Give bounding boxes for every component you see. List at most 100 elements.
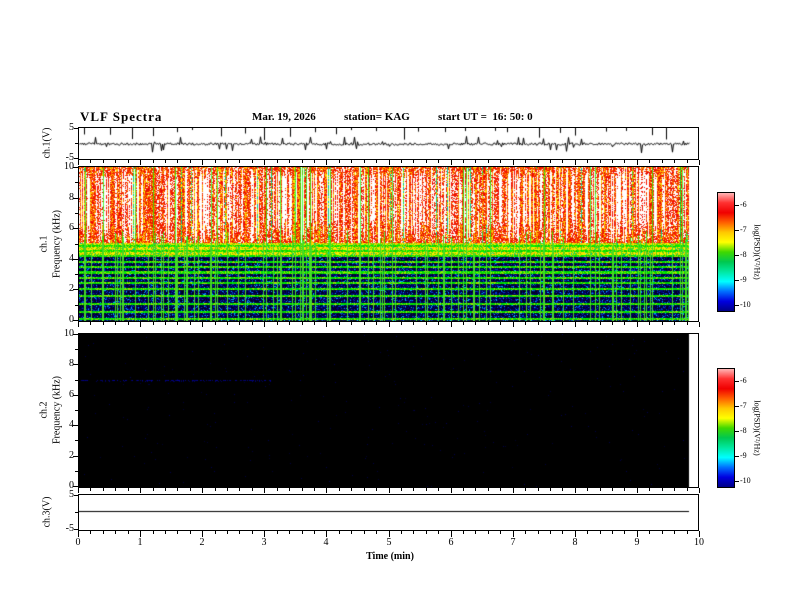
ch1-spec-channel-label: ch.1 bbox=[38, 235, 50, 253]
ch1-spectrogram-panel bbox=[78, 166, 699, 322]
tick-mark bbox=[538, 488, 539, 491]
volt-tick-label: 5 bbox=[69, 122, 74, 133]
tick-mark bbox=[575, 160, 576, 165]
tick-mark bbox=[140, 531, 141, 537]
freq-tick-label: 10 bbox=[64, 328, 74, 339]
tick-mark bbox=[389, 160, 390, 165]
tick-mark bbox=[389, 531, 390, 537]
tick-mark bbox=[239, 160, 240, 163]
tick-mark bbox=[302, 531, 303, 534]
freq-tick-label: 6 bbox=[69, 222, 74, 233]
tick-mark bbox=[351, 531, 352, 534]
tick-mark bbox=[277, 531, 278, 534]
tick-mark bbox=[637, 531, 638, 537]
tick-mark bbox=[202, 488, 203, 493]
freq-tick-label: 10 bbox=[64, 161, 74, 172]
tick-mark bbox=[289, 322, 290, 325]
tick-mark bbox=[649, 531, 650, 534]
tick-mark bbox=[215, 160, 216, 163]
tick-mark bbox=[475, 160, 476, 163]
tick-mark bbox=[115, 531, 116, 534]
tick-mark bbox=[637, 160, 638, 165]
tick-mark bbox=[227, 488, 228, 491]
tick-mark bbox=[115, 488, 116, 491]
tick-mark bbox=[413, 160, 414, 163]
tick-mark bbox=[513, 488, 514, 493]
tick-mark bbox=[78, 488, 79, 493]
tick-mark bbox=[302, 488, 303, 491]
colorbar-tick-label: -10 bbox=[740, 476, 751, 485]
tick-mark bbox=[500, 488, 501, 491]
tick-mark bbox=[73, 198, 78, 199]
tick-mark bbox=[73, 259, 78, 260]
tick-mark bbox=[314, 488, 315, 491]
tick-mark bbox=[74, 495, 78, 496]
tick-mark bbox=[500, 160, 501, 163]
tick-mark bbox=[624, 160, 625, 163]
tick-mark bbox=[289, 488, 290, 491]
tick-mark bbox=[735, 255, 739, 256]
tick-mark bbox=[413, 531, 414, 534]
tick-mark bbox=[735, 406, 739, 407]
ch1-waveform-panel bbox=[78, 127, 699, 160]
tick-mark bbox=[239, 488, 240, 491]
tick-mark bbox=[339, 531, 340, 534]
tick-mark bbox=[735, 481, 739, 482]
tick-mark bbox=[637, 488, 638, 493]
tick-mark bbox=[624, 488, 625, 491]
tick-mark bbox=[239, 531, 240, 534]
tick-mark bbox=[587, 531, 588, 534]
tick-mark bbox=[277, 160, 278, 163]
tick-mark bbox=[177, 531, 178, 534]
time-tick-label: 1 bbox=[137, 537, 143, 548]
tick-mark bbox=[74, 128, 78, 129]
time-tick-label: 8 bbox=[572, 537, 578, 548]
tick-mark bbox=[687, 531, 688, 534]
colorbar-tick-label: -8 bbox=[740, 426, 747, 435]
tick-mark bbox=[612, 531, 613, 534]
tick-mark bbox=[75, 244, 78, 245]
tick-mark bbox=[177, 160, 178, 163]
tick-mark bbox=[264, 322, 265, 327]
time-tick-label: 4 bbox=[323, 537, 329, 548]
tick-mark bbox=[73, 395, 78, 396]
tick-mark bbox=[103, 488, 104, 491]
tick-mark bbox=[115, 160, 116, 163]
tick-mark bbox=[227, 531, 228, 534]
tick-mark bbox=[649, 322, 650, 325]
tick-mark bbox=[74, 529, 78, 530]
tick-mark bbox=[612, 322, 613, 325]
tick-mark bbox=[73, 167, 78, 168]
tick-mark bbox=[463, 488, 464, 491]
time-tick-label: 6 bbox=[448, 537, 454, 548]
time-tick-label: 2 bbox=[199, 537, 205, 548]
tick-mark bbox=[190, 322, 191, 325]
tick-mark bbox=[165, 531, 166, 534]
tick-mark bbox=[401, 531, 402, 534]
colorbar-tick-label: -6 bbox=[740, 200, 747, 209]
tick-mark bbox=[600, 322, 601, 325]
tick-mark bbox=[326, 160, 327, 165]
tick-mark bbox=[624, 322, 625, 325]
colorbar-ch1-label: log(PSD)(V²/Hz) bbox=[752, 224, 762, 280]
tick-mark bbox=[165, 322, 166, 325]
tick-mark bbox=[525, 322, 526, 325]
tick-mark bbox=[75, 471, 78, 472]
time-tick-label: 5 bbox=[386, 537, 392, 548]
tick-mark bbox=[153, 322, 154, 325]
tick-mark bbox=[662, 160, 663, 163]
tick-mark bbox=[612, 160, 613, 163]
tick-mark bbox=[202, 160, 203, 165]
tick-mark bbox=[73, 228, 78, 229]
tick-mark bbox=[75, 182, 78, 183]
time-tick-label: 10 bbox=[694, 537, 704, 548]
tick-mark bbox=[73, 456, 78, 457]
tick-mark bbox=[153, 488, 154, 491]
tick-mark bbox=[165, 160, 166, 163]
tick-mark bbox=[488, 531, 489, 534]
tick-mark bbox=[538, 531, 539, 534]
tick-mark bbox=[500, 322, 501, 325]
tick-mark bbox=[75, 410, 78, 411]
tick-mark bbox=[75, 512, 78, 513]
